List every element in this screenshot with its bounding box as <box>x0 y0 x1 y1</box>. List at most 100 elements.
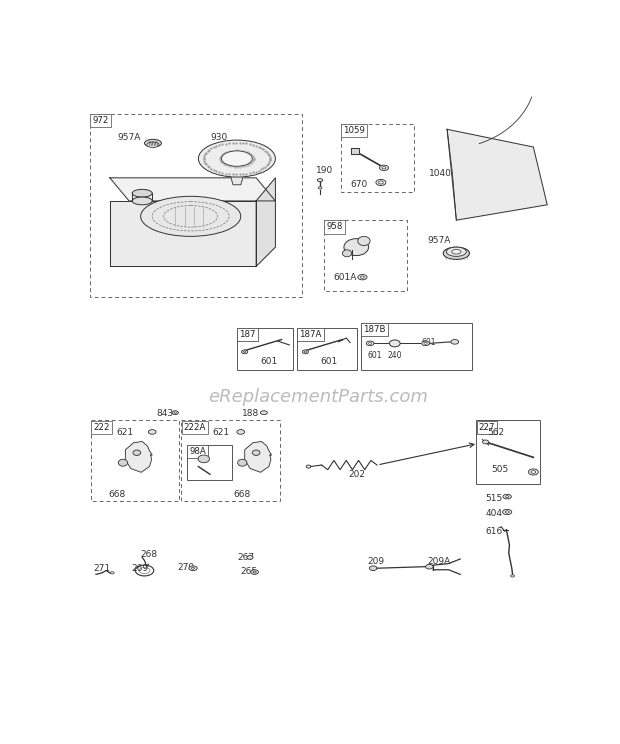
Ellipse shape <box>424 342 427 344</box>
Text: 562: 562 <box>487 428 504 437</box>
Text: 202: 202 <box>348 469 366 478</box>
Ellipse shape <box>304 351 306 353</box>
Text: 601A: 601A <box>333 272 356 281</box>
Bar <box>361 323 472 371</box>
Ellipse shape <box>482 440 489 444</box>
Ellipse shape <box>379 165 389 170</box>
Text: eReplacementParts.com: eReplacementParts.com <box>208 388 428 406</box>
Ellipse shape <box>132 197 152 205</box>
Text: 621: 621 <box>116 428 133 437</box>
Ellipse shape <box>366 341 374 346</box>
Ellipse shape <box>358 275 367 280</box>
Text: 930: 930 <box>210 133 227 142</box>
Bar <box>324 220 407 291</box>
Polygon shape <box>447 129 547 220</box>
Bar <box>187 445 231 480</box>
Ellipse shape <box>358 237 370 246</box>
Ellipse shape <box>503 494 512 499</box>
Text: 187B: 187B <box>363 325 386 334</box>
Ellipse shape <box>192 567 195 569</box>
Ellipse shape <box>237 459 247 466</box>
Ellipse shape <box>505 511 509 513</box>
Ellipse shape <box>318 187 322 189</box>
Bar <box>182 420 280 501</box>
Text: 209: 209 <box>368 557 385 566</box>
Ellipse shape <box>118 459 128 466</box>
Polygon shape <box>256 178 275 266</box>
Ellipse shape <box>506 496 508 498</box>
Ellipse shape <box>260 411 267 414</box>
Ellipse shape <box>303 350 309 354</box>
Text: 670: 670 <box>350 180 367 189</box>
Ellipse shape <box>237 429 245 434</box>
Text: 957A: 957A <box>427 236 451 245</box>
Text: 668: 668 <box>233 490 250 498</box>
Bar <box>90 114 303 297</box>
Text: 188: 188 <box>242 409 260 418</box>
Ellipse shape <box>379 181 383 184</box>
Ellipse shape <box>443 247 469 260</box>
Ellipse shape <box>376 179 386 185</box>
Text: 1040: 1040 <box>430 169 452 178</box>
Ellipse shape <box>422 341 430 346</box>
Ellipse shape <box>360 276 365 278</box>
Text: 271: 271 <box>93 565 110 574</box>
Text: 843: 843 <box>156 409 173 418</box>
Ellipse shape <box>252 450 260 455</box>
Ellipse shape <box>344 239 368 256</box>
Text: 515: 515 <box>485 493 503 502</box>
Text: 270: 270 <box>177 562 195 572</box>
Ellipse shape <box>389 340 400 347</box>
Text: 601: 601 <box>368 351 383 360</box>
Ellipse shape <box>110 571 114 574</box>
Text: 616: 616 <box>485 527 503 536</box>
Text: 621: 621 <box>212 428 229 437</box>
Text: 601: 601 <box>320 357 337 366</box>
Text: 267: 267 <box>237 553 254 562</box>
Ellipse shape <box>342 250 352 257</box>
Text: 227: 227 <box>479 423 495 432</box>
Polygon shape <box>110 178 275 201</box>
Ellipse shape <box>148 429 156 434</box>
Text: 187A: 187A <box>299 330 322 339</box>
Ellipse shape <box>174 412 177 414</box>
Bar <box>297 328 357 371</box>
Text: 1059: 1059 <box>343 126 365 135</box>
Text: 269: 269 <box>131 565 149 574</box>
Polygon shape <box>110 201 256 266</box>
Text: 240: 240 <box>387 351 402 360</box>
Text: 222A: 222A <box>184 423 206 432</box>
Text: 505: 505 <box>491 465 508 474</box>
Bar <box>91 420 179 501</box>
Text: 98A: 98A <box>189 447 206 456</box>
Ellipse shape <box>531 471 536 473</box>
Ellipse shape <box>528 469 538 475</box>
Text: 958: 958 <box>326 222 343 231</box>
Ellipse shape <box>446 247 466 257</box>
Ellipse shape <box>253 571 256 573</box>
Text: 187: 187 <box>239 330 255 339</box>
Ellipse shape <box>511 575 515 577</box>
Bar <box>341 124 414 192</box>
Bar <box>237 328 293 371</box>
Polygon shape <box>125 441 152 472</box>
Text: 222: 222 <box>93 423 109 432</box>
Ellipse shape <box>132 190 152 197</box>
Ellipse shape <box>147 142 159 147</box>
Ellipse shape <box>370 566 377 571</box>
Ellipse shape <box>317 179 323 182</box>
Polygon shape <box>351 148 358 154</box>
Ellipse shape <box>382 167 386 169</box>
Ellipse shape <box>141 196 241 237</box>
Ellipse shape <box>368 342 371 344</box>
Ellipse shape <box>250 570 259 574</box>
Polygon shape <box>231 177 243 185</box>
Ellipse shape <box>451 339 459 344</box>
Ellipse shape <box>198 140 275 177</box>
Ellipse shape <box>188 566 197 571</box>
Bar <box>476 420 539 484</box>
Ellipse shape <box>133 450 141 455</box>
Ellipse shape <box>425 565 433 569</box>
Text: 209A: 209A <box>427 557 450 566</box>
Ellipse shape <box>244 351 246 353</box>
